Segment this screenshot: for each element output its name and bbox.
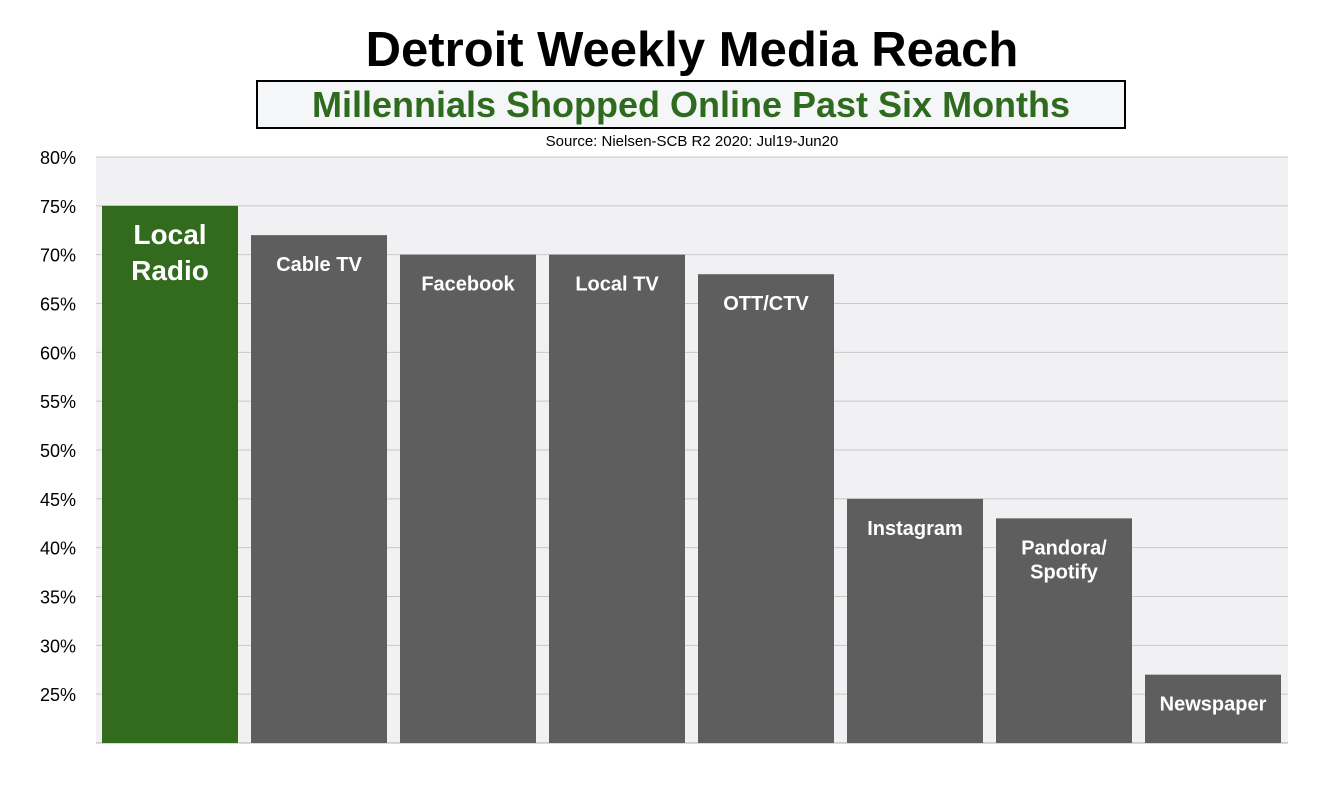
bar (1145, 674, 1281, 743)
bar (549, 254, 685, 743)
chart-source: Source: Nielsen-SCB R2 2020: Jul19-Jun20 (545, 133, 839, 150)
bar-category-label: Local TV (575, 274, 659, 296)
y-tick-label: 50% (40, 441, 76, 461)
bar (847, 498, 983, 743)
y-tick-label: 25% (40, 685, 76, 705)
y-tick-label: 80% (40, 148, 76, 168)
y-tick-label: 35% (40, 588, 76, 608)
y-tick-label: 60% (40, 343, 76, 363)
bar (698, 274, 834, 743)
y-tick-label: 70% (40, 246, 76, 266)
y-tick-label: 75% (40, 197, 76, 217)
bar-category-label: OTT/CTV (723, 293, 809, 315)
chart-subtitle: Millennials Shopped Online Past Six Mont… (311, 84, 1071, 125)
bar-category-label: Instagram (867, 518, 963, 540)
bar-category-label: Newspaper (1160, 694, 1267, 716)
y-tick-label: 40% (40, 539, 76, 559)
bar (102, 205, 238, 744)
bar (400, 254, 536, 743)
bar (996, 518, 1132, 743)
bar-category-label: Cable TV (276, 254, 362, 276)
chart-subtitle-box: Millennials Shopped Online Past Six Mont… (256, 80, 1126, 129)
bar-category-label: Local Radio (131, 219, 209, 286)
y-tick-label: 55% (40, 392, 76, 412)
bar (251, 235, 387, 743)
bar-category-label: Pandora/Spotify (1021, 537, 1107, 583)
y-tick-label: 30% (40, 636, 76, 656)
y-tick-label: 65% (40, 295, 76, 315)
bar-category-label: Facebook (421, 274, 515, 296)
chart-title: Detroit Weekly Media Reach (365, 23, 1019, 77)
y-tick-label: 45% (40, 490, 76, 510)
